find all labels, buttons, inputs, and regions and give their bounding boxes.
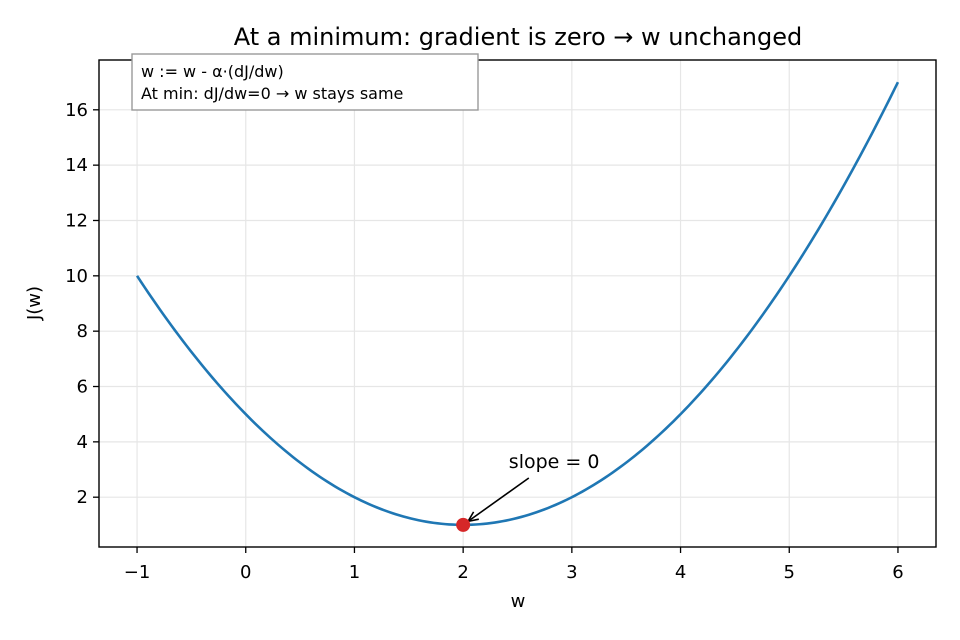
x-tick-label: 4: [675, 562, 686, 583]
y-tick-label: 16: [65, 100, 88, 121]
grid: [99, 60, 936, 547]
y-tick-label: 2: [77, 487, 88, 508]
info-box-line-1: w := w - α·(dJ/dw): [141, 62, 284, 81]
info-box: w := w - α·(dJ/dw) At min: dJ/dw=0 → w s…: [131, 53, 479, 111]
plot-frame: [98, 59, 937, 548]
info-box-line-2: At min: dJ/dw=0 → w stays same: [141, 84, 403, 103]
y-axis-label: J(w): [24, 286, 45, 321]
x-axis-label: w: [511, 591, 526, 612]
x-tick-label: 5: [784, 562, 795, 583]
x-tick-label: 1: [349, 562, 360, 583]
x-tick-label: 0: [240, 562, 251, 583]
info-box-frame: [131, 53, 479, 111]
y-tick-label: 4: [77, 432, 88, 453]
y-tick-label: 10: [65, 266, 88, 287]
y-tick-label: 14: [65, 155, 88, 176]
x-tick-label: −1: [124, 562, 151, 583]
y-tick-label: 12: [65, 210, 88, 231]
chart-title: At a minimum: gradient is zero → w uncha…: [234, 23, 803, 51]
x-tick-label: 6: [892, 562, 903, 583]
annotation: slope = 0: [466, 451, 600, 523]
annotation-arrow: [467, 477, 530, 523]
x-tick-label: 2: [457, 562, 468, 583]
y-tick-label: 6: [77, 377, 88, 398]
x-tick-label: 3: [566, 562, 577, 583]
cost-curve: [135, 81, 900, 527]
annotation-label: slope = 0: [509, 451, 600, 473]
minimum-point: [456, 517, 471, 532]
y-tick-label: 8: [77, 321, 88, 342]
